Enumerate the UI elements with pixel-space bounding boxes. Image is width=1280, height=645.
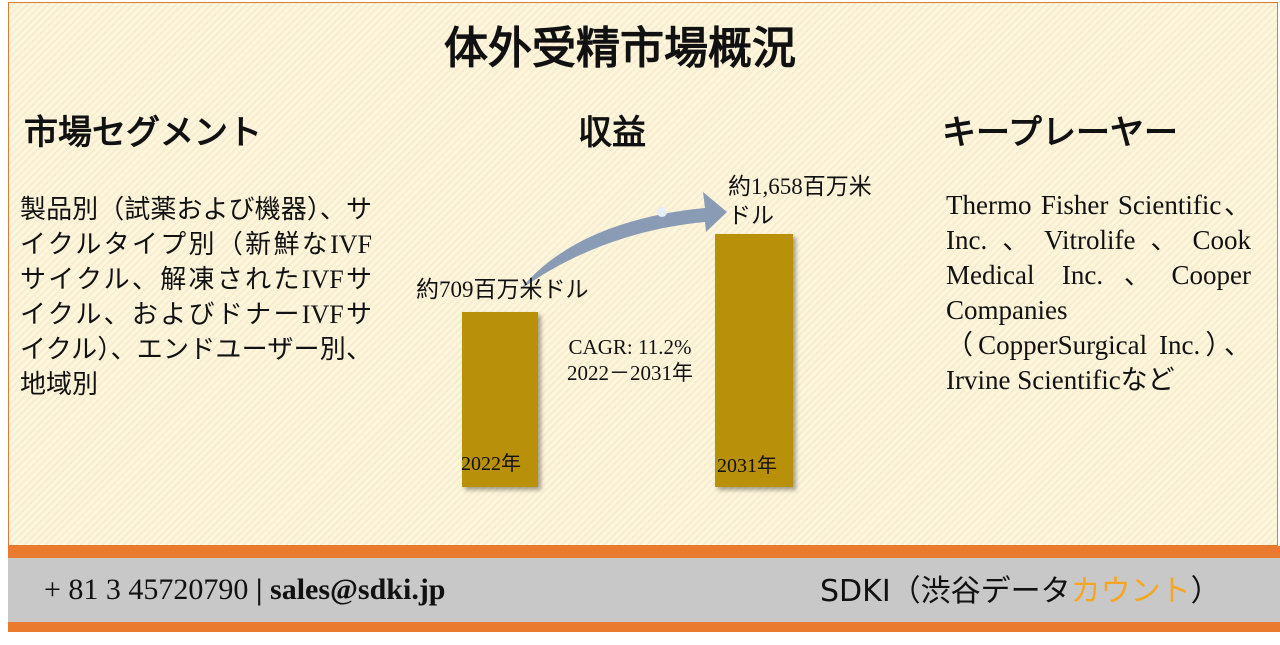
footer-band-top xyxy=(8,546,1280,558)
cagr-value: CAGR: 11.2% xyxy=(568,335,692,359)
bar-2022 xyxy=(462,312,538,487)
brand-accent: カウント xyxy=(1070,574,1191,609)
start-year: 2022年 xyxy=(461,453,521,475)
segment-heading: 市場セグメント xyxy=(24,115,262,152)
cagr: CAGR: 11.2% 2022－2031年 xyxy=(555,334,705,386)
brand-part: SDKI（渋谷データ xyxy=(820,574,1071,609)
contact-line: + 81 3 45720790 | sales@sdki.jp xyxy=(44,573,446,607)
email: sales@sdki.jp xyxy=(270,573,446,606)
arrow-layer xyxy=(520,192,727,290)
end-year: 2031年 xyxy=(717,455,777,477)
growth-arrow xyxy=(520,192,727,290)
segment-text: 製品別（試薬および機器）、サイクルタイプ別（新鮮なIVFサイクル、解凍されたIV… xyxy=(20,195,372,399)
panel xyxy=(8,2,1278,546)
brand-part: ） xyxy=(1190,574,1221,609)
end-value: 約1,658百万米ドル xyxy=(728,174,872,228)
phone: + 81 3 45720790 xyxy=(44,573,249,606)
arrow-dot xyxy=(657,207,667,217)
players-text: Thermo Fisher Scientific、Inc.、Vitrolife、… xyxy=(946,190,1251,395)
start-value: 約709百万米ドル xyxy=(416,277,589,302)
cagr-period: 2022－2031年 xyxy=(567,361,693,385)
footer xyxy=(8,558,1280,622)
revenue-heading: 収益 xyxy=(578,115,646,152)
players-heading: キープレーヤー xyxy=(942,115,1178,152)
title: 体外受精市場概況 xyxy=(444,24,796,73)
brand: SDKI（渋谷データカウント） xyxy=(820,566,1221,610)
separator: | xyxy=(255,573,263,606)
bar-2031 xyxy=(715,234,793,487)
footer-band-bottom xyxy=(8,622,1280,632)
